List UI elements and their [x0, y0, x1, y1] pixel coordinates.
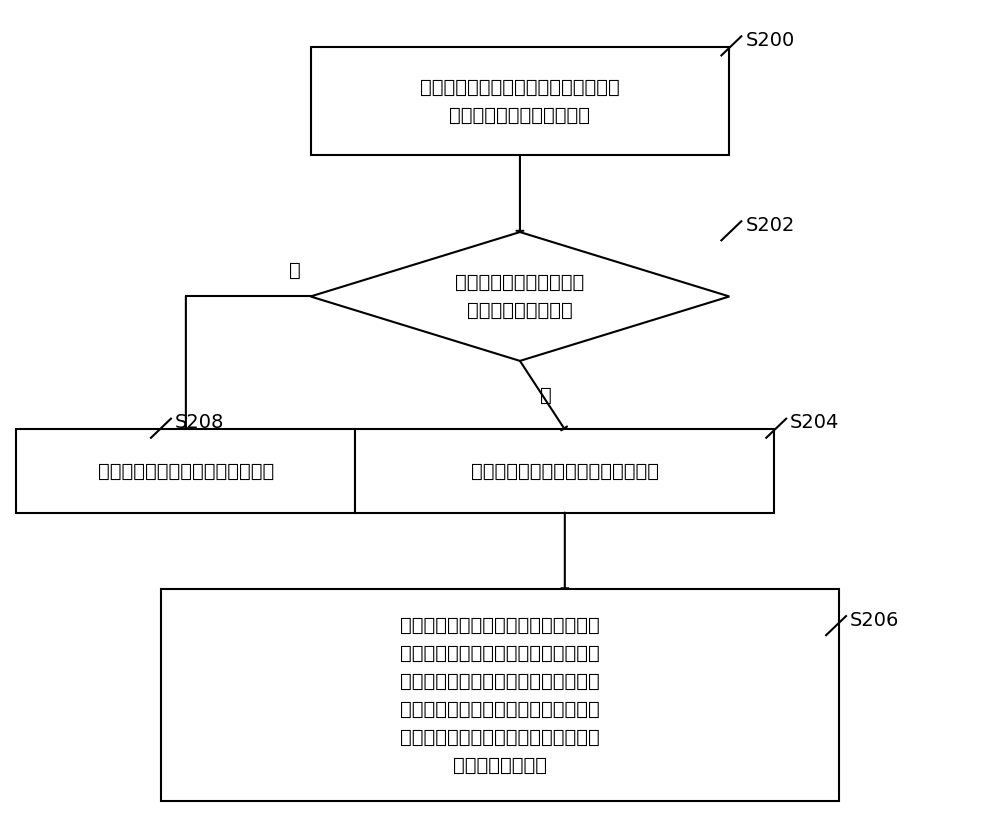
Text: 当根据业务类型分析出所述异步批处理
业务为实时调度任务时，对所述异步批
处理业务进行实时调度处理；当根据业
务类型分析出所述异步批处理业务为异
步调度任务时，对: 当根据业务类型分析出所述异步批处理 业务为实时调度任务时，对所述异步批 处理业务… — [400, 616, 600, 775]
FancyBboxPatch shape — [161, 590, 839, 801]
Text: S200: S200 — [745, 31, 795, 50]
Text: S208: S208 — [175, 414, 224, 432]
Text: 否: 否 — [289, 261, 301, 280]
FancyBboxPatch shape — [311, 47, 729, 155]
FancyBboxPatch shape — [16, 430, 355, 513]
Text: 是: 是 — [540, 385, 552, 404]
FancyBboxPatch shape — [355, 430, 774, 513]
Text: 判断所述交易处理数据量
是否大于数据门限值: 判断所述交易处理数据量 是否大于数据门限值 — [455, 273, 585, 320]
Text: S202: S202 — [745, 216, 795, 235]
Polygon shape — [311, 232, 729, 361]
Text: S206: S206 — [850, 610, 899, 630]
Text: 对所述批处理业务进行联机批处理: 对所述批处理业务进行联机批处理 — [98, 461, 274, 480]
Text: 分析所述异步批处理业务的业务类型: 分析所述异步批处理业务的业务类型 — [471, 461, 659, 480]
Text: S204: S204 — [790, 414, 840, 432]
Text: 接收批处理业务请求，统计计算所述批
处理业务的交易处理数据量: 接收批处理业务请求，统计计算所述批 处理业务的交易处理数据量 — [420, 78, 620, 124]
